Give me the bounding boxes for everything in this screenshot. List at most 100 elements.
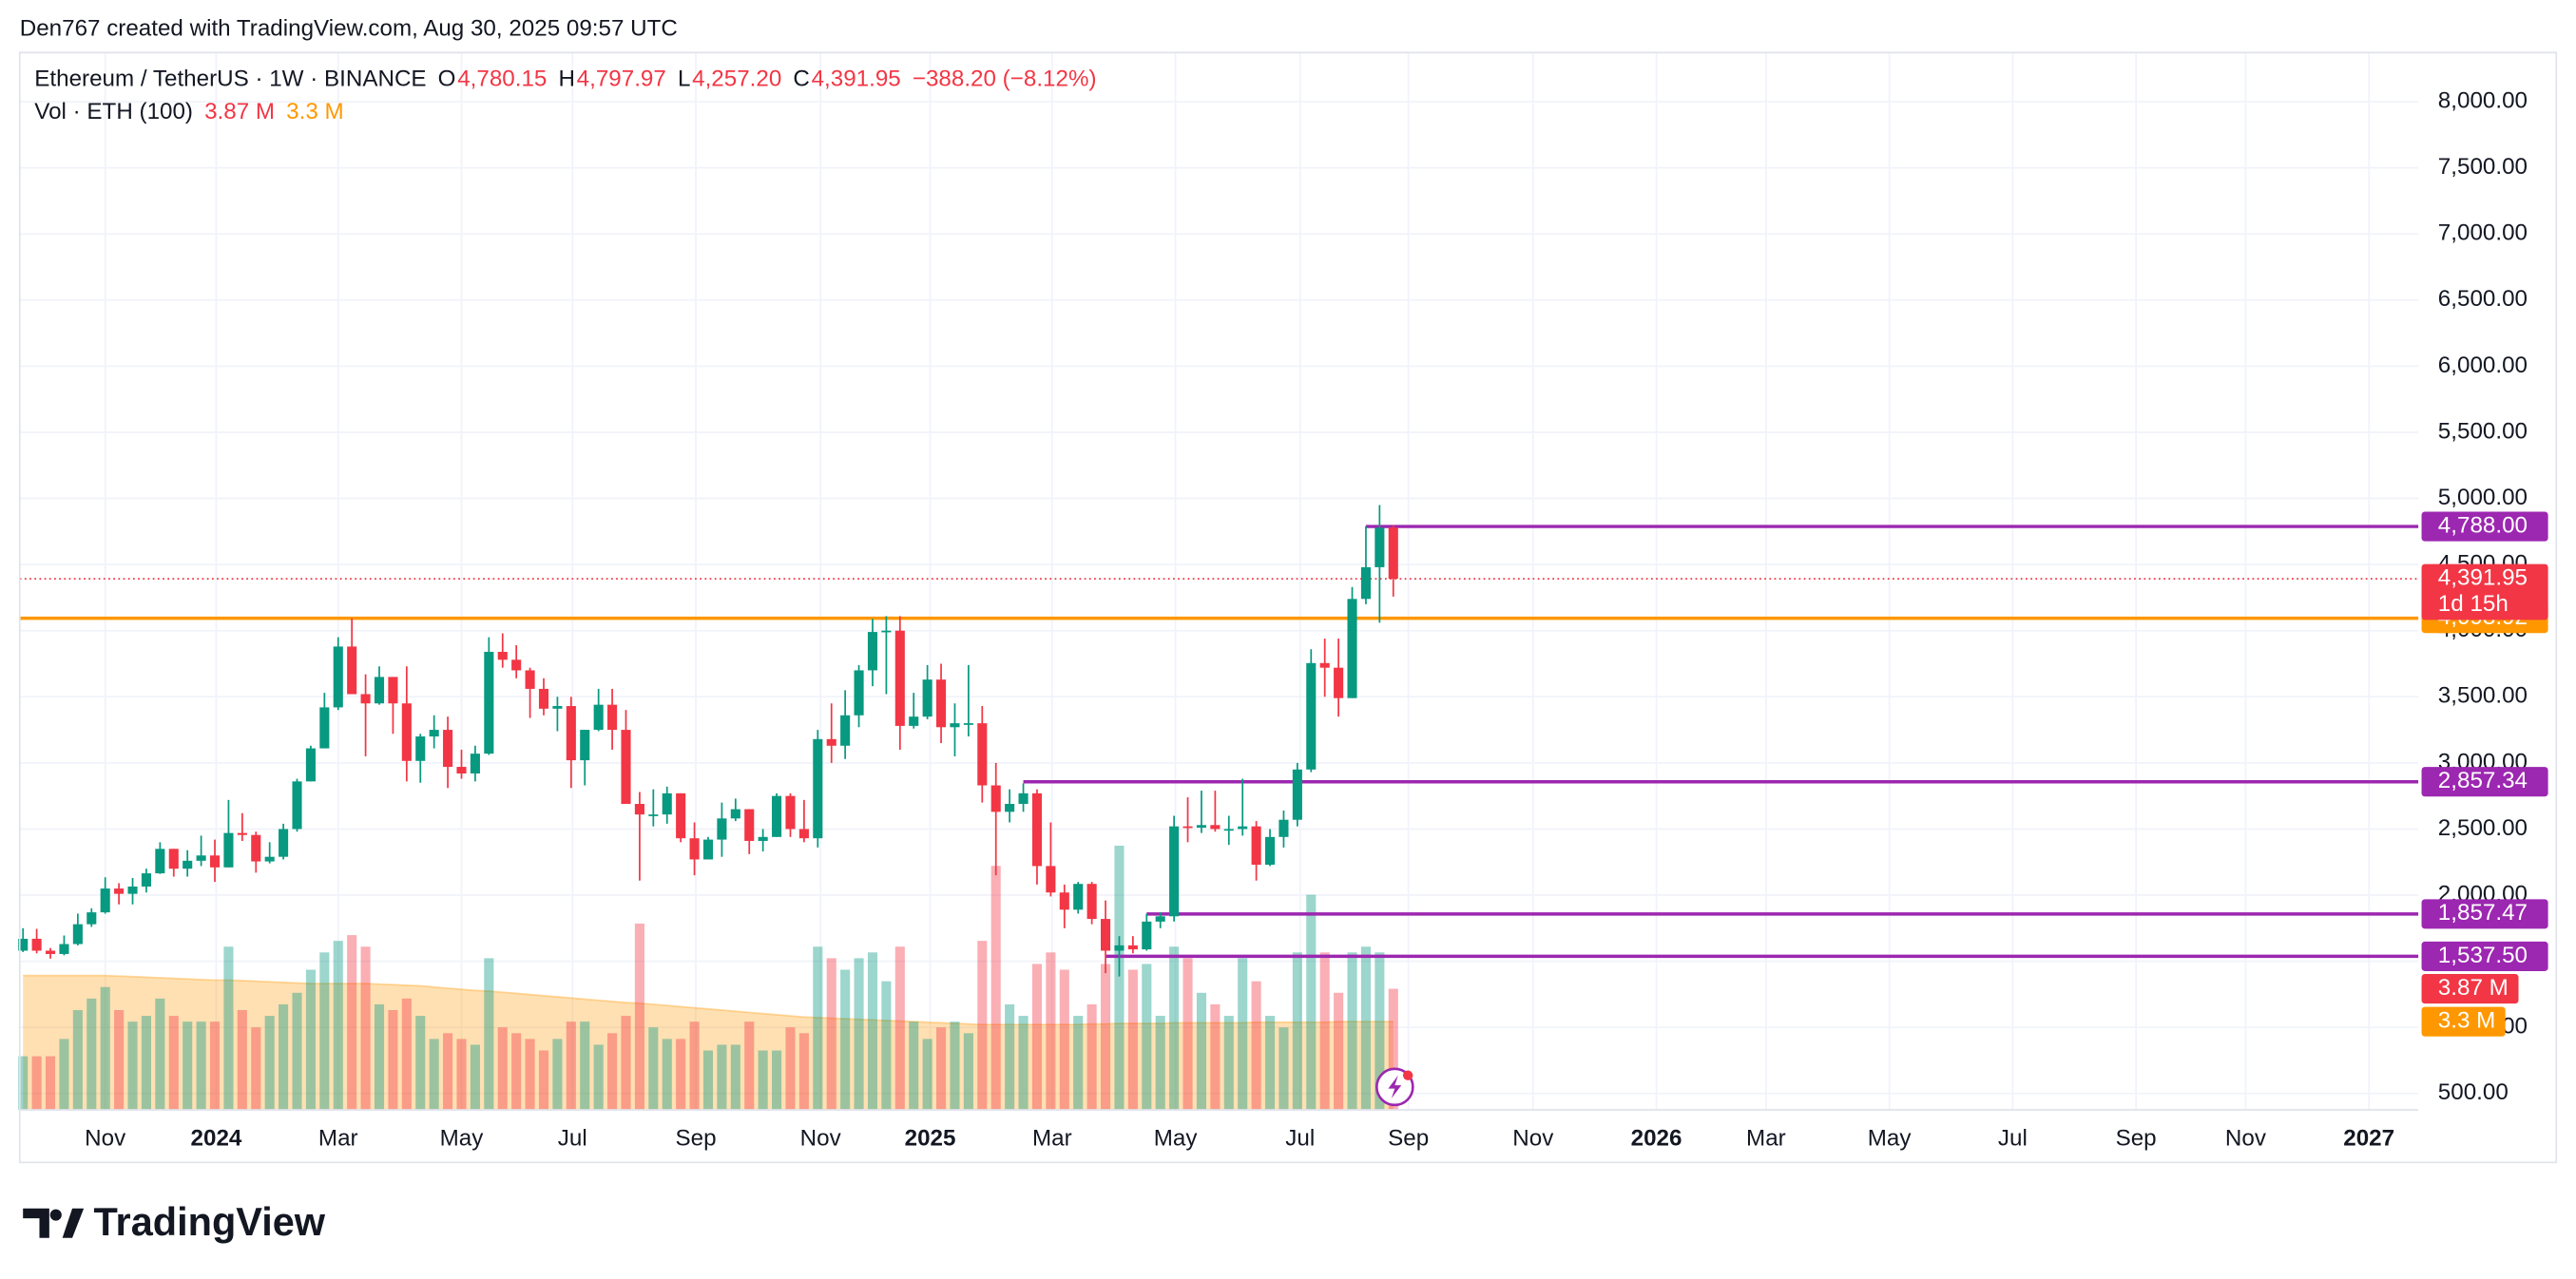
- alert-icon[interactable]: [1375, 1067, 1414, 1107]
- volume-bar: [305, 969, 316, 1111]
- volume-bar: [977, 941, 988, 1111]
- legend-item: 3.3 M: [286, 100, 344, 125]
- volume-label: 3.3 M: [2438, 1008, 2496, 1034]
- x-tick-label: 2025: [905, 1126, 956, 1152]
- candle-body: [854, 670, 864, 716]
- volume-bar: [894, 946, 905, 1111]
- candle-body: [1005, 804, 1015, 812]
- volume-bar: [1375, 952, 1385, 1111]
- price-label-box: [2421, 941, 2548, 971]
- x-tick-label: Sep: [1388, 1126, 1429, 1152]
- candle-body: [484, 651, 494, 754]
- candle-body: [580, 730, 590, 761]
- candle-body: [1251, 826, 1261, 866]
- candle-body: [525, 670, 535, 689]
- volume-bar: [443, 1033, 453, 1111]
- x-tick-label: 2024: [191, 1126, 242, 1152]
- volume-bar: [1251, 981, 1261, 1111]
- volume-bar: [990, 866, 1001, 1111]
- candle-body: [1101, 919, 1111, 951]
- volume-bar: [511, 1033, 522, 1111]
- volume-bar: [689, 1021, 700, 1111]
- volume-bar: [183, 1021, 193, 1111]
- candle-body: [183, 860, 193, 869]
- logo-slash: [62, 1208, 85, 1238]
- candle-body: [730, 809, 740, 819]
- candle-body: [922, 679, 932, 717]
- candle-body: [1086, 884, 1097, 920]
- volume-bar: [360, 946, 371, 1111]
- candle-body: [279, 829, 289, 857]
- x-tick-label: Sep: [675, 1126, 716, 1152]
- legend-item: 3.87 M: [204, 100, 275, 125]
- volume-bar: [922, 1039, 932, 1111]
- volume-bar: [1196, 992, 1207, 1111]
- volume-bar: [1292, 952, 1302, 1111]
- y-tick-label: 7,500.00: [2438, 154, 2528, 180]
- volume-bar: [292, 992, 302, 1111]
- candle-body: [127, 886, 138, 894]
- candle-body: [990, 785, 1001, 812]
- volume-bar: [100, 986, 110, 1111]
- candle-body: [18, 938, 29, 951]
- legend-item: O: [438, 67, 456, 92]
- candle-body: [1114, 945, 1125, 951]
- volume-ma-line: [23, 974, 1394, 1026]
- candle-body: [1306, 662, 1317, 770]
- volume-bar: [1127, 969, 1138, 1111]
- footer-logo-text: TradingView: [94, 1199, 326, 1244]
- volume-bar: [1101, 964, 1111, 1111]
- volume-bar: [127, 1021, 138, 1111]
- x-tick-label: May: [1154, 1126, 1199, 1152]
- legend-item: Ethereum / TetherUS · 1W · BINANCE: [34, 67, 426, 92]
- candle-body: [1388, 527, 1398, 580]
- volume-bar: [648, 1027, 659, 1111]
- candle-body: [237, 832, 247, 835]
- volume-bar: [772, 1050, 782, 1111]
- volume-bar: [1031, 964, 1043, 1111]
- x-tick-label: May: [440, 1126, 485, 1152]
- candle-body: [717, 818, 727, 840]
- header: Den767 created with TradingView.com, Aug…: [20, 15, 678, 41]
- volume-label-box: [2421, 973, 2519, 1004]
- price-label: 4,788.00: [2438, 512, 2528, 538]
- price-label: 1,537.50: [2438, 943, 2528, 968]
- x-tick-label: Nov: [1512, 1126, 1554, 1152]
- volume-bar: [1046, 952, 1056, 1111]
- volume-bar: [634, 923, 644, 1111]
- logo-dot: [49, 1209, 62, 1221]
- candle-body: [1223, 829, 1234, 831]
- y-tick-label: 7,000.00: [2438, 220, 2528, 246]
- volume-bar: [388, 1010, 398, 1111]
- volume-bar: [525, 1039, 535, 1111]
- grid: [19, 52, 2419, 1111]
- candle-body: [744, 809, 755, 841]
- candle-body: [1360, 566, 1371, 600]
- volume-bar: [1005, 1003, 1015, 1111]
- x-tick-label: Jul: [1285, 1126, 1315, 1152]
- volume-bar: [456, 1039, 467, 1111]
- candles: [18, 505, 1398, 977]
- volume-bar: [1278, 1027, 1289, 1111]
- candle-body: [634, 804, 644, 815]
- alert-bolt: [1388, 1075, 1402, 1098]
- candle-body: [223, 832, 234, 868]
- legend-item: 4,257.20: [692, 67, 781, 92]
- candle-body: [141, 873, 151, 887]
- x-tick-label: Mar: [318, 1126, 358, 1152]
- candle-body: [264, 856, 275, 862]
- candle-body: [45, 950, 56, 954]
- candle-body: [168, 849, 179, 869]
- price-label: 4,391.95: [2438, 565, 2528, 591]
- volume-bar: [730, 1044, 740, 1111]
- volume-bar: [1334, 992, 1344, 1111]
- volume-bar: [538, 1050, 549, 1111]
- candle-body: [826, 738, 836, 746]
- y-tick-label: 6,500.00: [2438, 286, 2528, 312]
- legend-item: 4,780.15: [457, 67, 547, 92]
- volume-bar: [114, 1010, 125, 1111]
- candle-body: [1155, 916, 1165, 922]
- candle-body: [72, 924, 83, 945]
- candle-body: [881, 630, 892, 633]
